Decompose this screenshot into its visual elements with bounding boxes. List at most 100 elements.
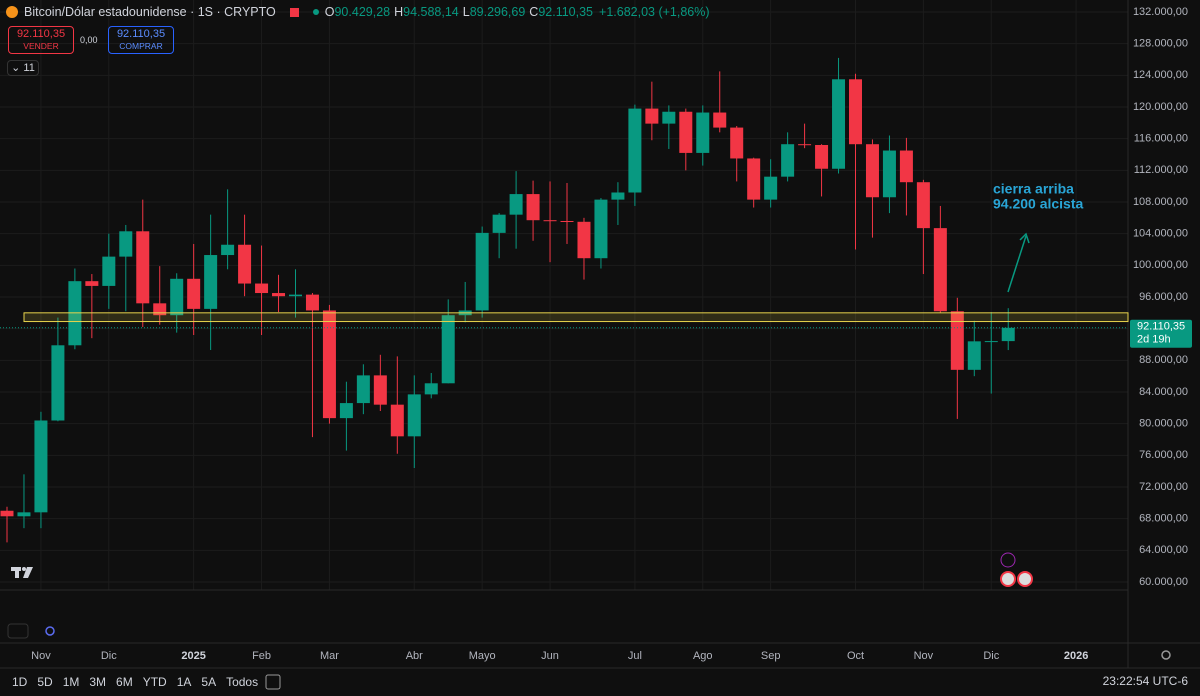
candle-body [407,394,421,437]
ohlc-value: 94.588,14 [403,5,459,19]
candle-body [441,315,455,384]
countdown: 2d 19h [1137,334,1171,346]
candle-body [424,383,438,395]
candle-body [832,79,846,169]
y-tick-label: 108.000,00 [1133,196,1188,208]
event-icon[interactable] [1000,571,1016,587]
candle-body [781,144,795,177]
candle-body [272,293,286,297]
candle-body [865,144,879,198]
x-tick-label: Oct [847,650,864,662]
symbol: Bitcoin/Dólar estadounidense · 1S · CRYP… [24,5,276,19]
candle-body [85,281,99,286]
clock: 23:22:54 UTC-6 [1103,674,1189,688]
event-icon[interactable] [1017,571,1033,587]
candle-body [288,294,302,297]
collapse-button[interactable] [7,623,29,639]
x-tick-label: Abr [406,650,423,662]
y-tick-label: 116.000,00 [1134,133,1188,145]
range-button[interactable]: 3M [89,675,107,689]
candle-body [815,145,829,169]
ohlc-value: 90.429,28 [334,5,391,19]
candle-body [0,510,14,517]
ohlc-key: H [394,5,404,19]
range-button[interactable]: 1M [62,675,80,689]
candle-body [747,158,761,200]
candle-body [339,403,353,419]
ohlc-key: C [529,5,539,19]
y-tick-label: 120.000,00 [1133,101,1188,113]
candle-body [594,199,608,259]
x-tick-label: Dic [101,650,117,662]
range-button[interactable]: 1A [176,675,192,689]
range-button[interactable]: YTD [142,675,167,689]
candle-body [882,150,896,198]
indicators-toggle[interactable]: ⌄ 11 [7,60,39,76]
candle-body [984,341,998,343]
x-tick-label: Mayo [469,650,496,662]
grid [0,0,1128,590]
annotation: 94.200 alcista [993,196,1084,212]
candle-body [628,108,642,193]
y-tick-label: 124.000,00 [1133,69,1188,81]
candle-body [645,108,659,124]
candle-body [136,231,150,304]
candle-body [696,112,710,153]
range-button[interactable]: 5A [201,675,217,689]
candle-body [204,255,218,309]
zone [23,312,1129,323]
indicator-count: 11 [23,62,35,74]
candle-body [322,310,336,419]
x-tick-label: Dic [983,650,999,662]
candle-body [102,256,116,286]
sell-price: 92.110,35 [16,28,66,40]
candle-body [1001,327,1015,342]
range-button[interactable]: Todos [226,675,259,689]
candle-body [34,420,48,513]
sync-icon[interactable] [45,626,55,636]
ohlc: O 90.429,28 H 94.588,14 L 89.296,69 C 92.110,35 [325,5,593,19]
settings-icon[interactable] [1161,650,1171,660]
y-tick-label: 72.000,00 [1139,481,1188,493]
candle-body [798,144,812,146]
flag-icon[interactable] [289,7,299,17]
candle-body [526,194,540,221]
candle-body [764,176,778,200]
candle-body [899,150,913,183]
candle-body [51,345,65,421]
x-tick-label: 2025 [181,650,205,662]
x-tick-label: Jul [628,650,642,662]
annotation: cierra arriba [993,181,1074,197]
sell-button[interactable]: 92.110,35 VENDER [8,26,74,54]
candle-body [543,220,557,222]
x-tick-label: Ago [693,650,713,662]
y-tick-label: 64.000,00 [1139,544,1188,556]
y-tick-label: 88.000,00 [1139,354,1188,366]
price-tag [1130,319,1192,348]
change: +1.682,03 (+1,86%) [599,5,710,19]
candle-body [153,303,167,316]
toolbar: 1D 5D 1M 3M 6M YTD 1A 5A Todos [12,675,258,689]
y-tick-label: 84.000,00 [1139,386,1188,398]
ohlc-key: L [462,5,470,19]
buy-button[interactable]: 92.110,35 COMPRAR [108,26,174,54]
date-range-button[interactable] [265,674,281,690]
buy-price: 92.110,35 [116,28,166,40]
arrow [1007,235,1027,293]
range-button[interactable]: 1D [12,675,28,689]
range-button[interactable]: 5D [37,675,53,689]
range-button[interactable]: 6M [116,675,133,689]
y-tick-label: 100.000,00 [1133,259,1188,271]
coin-icon [6,6,18,18]
event-icon[interactable] [1000,552,1016,568]
spread: 0,00 [80,35,98,45]
candle-body [373,375,387,405]
candle-body [933,228,947,312]
x-tick-label: Nov [914,650,934,662]
candle-body [238,244,252,284]
ohlc-value: 89.296,69 [469,5,526,19]
candle-body [119,231,133,257]
